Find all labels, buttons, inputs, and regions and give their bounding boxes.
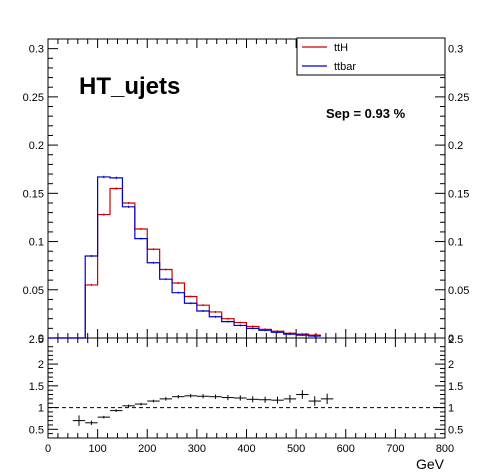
x-tick-label: 400 xyxy=(237,443,255,455)
ratio-y-tick-label: 0.5 xyxy=(29,424,44,436)
ratio-y-tick-label-right: 0.5 xyxy=(448,424,463,436)
histogram-tth xyxy=(48,189,321,339)
upper-y-tick-label: 0.2 xyxy=(29,140,44,152)
upper-y-tick-label-right: 0.15 xyxy=(448,188,469,200)
legend: ttH ttbar xyxy=(297,38,445,75)
legend-label-ttH: ttH xyxy=(334,42,348,54)
ratio-y-tick-label: 2 xyxy=(38,359,44,371)
x-tick-label: 800 xyxy=(436,443,454,455)
upper-y-tick-label-right: 0.25 xyxy=(448,92,469,104)
ratio-y-tick-label-right: 1 xyxy=(448,403,454,415)
chart-title: HT_ujets xyxy=(79,73,180,100)
ratio-frame xyxy=(48,338,445,438)
legend-box xyxy=(297,38,445,75)
x-tick-label: 0 xyxy=(45,443,51,455)
upper-y-tick-label-right: 0.3 xyxy=(448,44,463,56)
x-tick-label: 700 xyxy=(386,443,404,455)
upper-y-tick-label: 0.15 xyxy=(23,188,44,200)
x-tick-label: 300 xyxy=(188,443,206,455)
ratio-y-top-label: 2.5 xyxy=(29,334,44,346)
ratio-y-tick-label: 1 xyxy=(38,403,44,415)
legend-label-ttbar: ttbar xyxy=(334,61,356,73)
upper-y-tick-label: 0.25 xyxy=(23,92,44,104)
ratio-axes: 0.5 0.5 1 1 1.5 1.5 2 2 2.5 2.5 xyxy=(29,334,464,436)
ratio-layer xyxy=(48,390,445,426)
x-axis: 0 100 200 300 400 500 600 700 800 xyxy=(45,39,454,455)
series-layer xyxy=(48,176,321,338)
ratio-y-tick-label-right: 1.5 xyxy=(448,381,463,393)
x-tick-label: 500 xyxy=(287,443,305,455)
separation-annotation: Sep = 0.93 % xyxy=(326,106,406,121)
ratio-y-tick-label-right: 2 xyxy=(448,359,454,371)
histogram-ttbar xyxy=(48,177,321,338)
x-tick-label: 600 xyxy=(337,443,355,455)
ratio-y-top-label-right: 2.5 xyxy=(448,334,463,346)
upper-y-tick-label: 0.05 xyxy=(23,285,44,297)
upper-y-tick-label-right: 0.1 xyxy=(448,237,463,249)
upper-y-tick-label-right: 0.2 xyxy=(448,140,463,152)
upper-y-tick-label: 0.1 xyxy=(29,237,44,249)
x-axis-title: GeV xyxy=(416,456,445,472)
upper-y-tick-label: 0.3 xyxy=(29,44,44,56)
upper-y-tick-label-right: 0.05 xyxy=(448,285,469,297)
x-tick-label: 100 xyxy=(88,443,106,455)
x-tick-label: 200 xyxy=(138,443,156,455)
ratio-y-tick-label: 1.5 xyxy=(29,381,44,393)
